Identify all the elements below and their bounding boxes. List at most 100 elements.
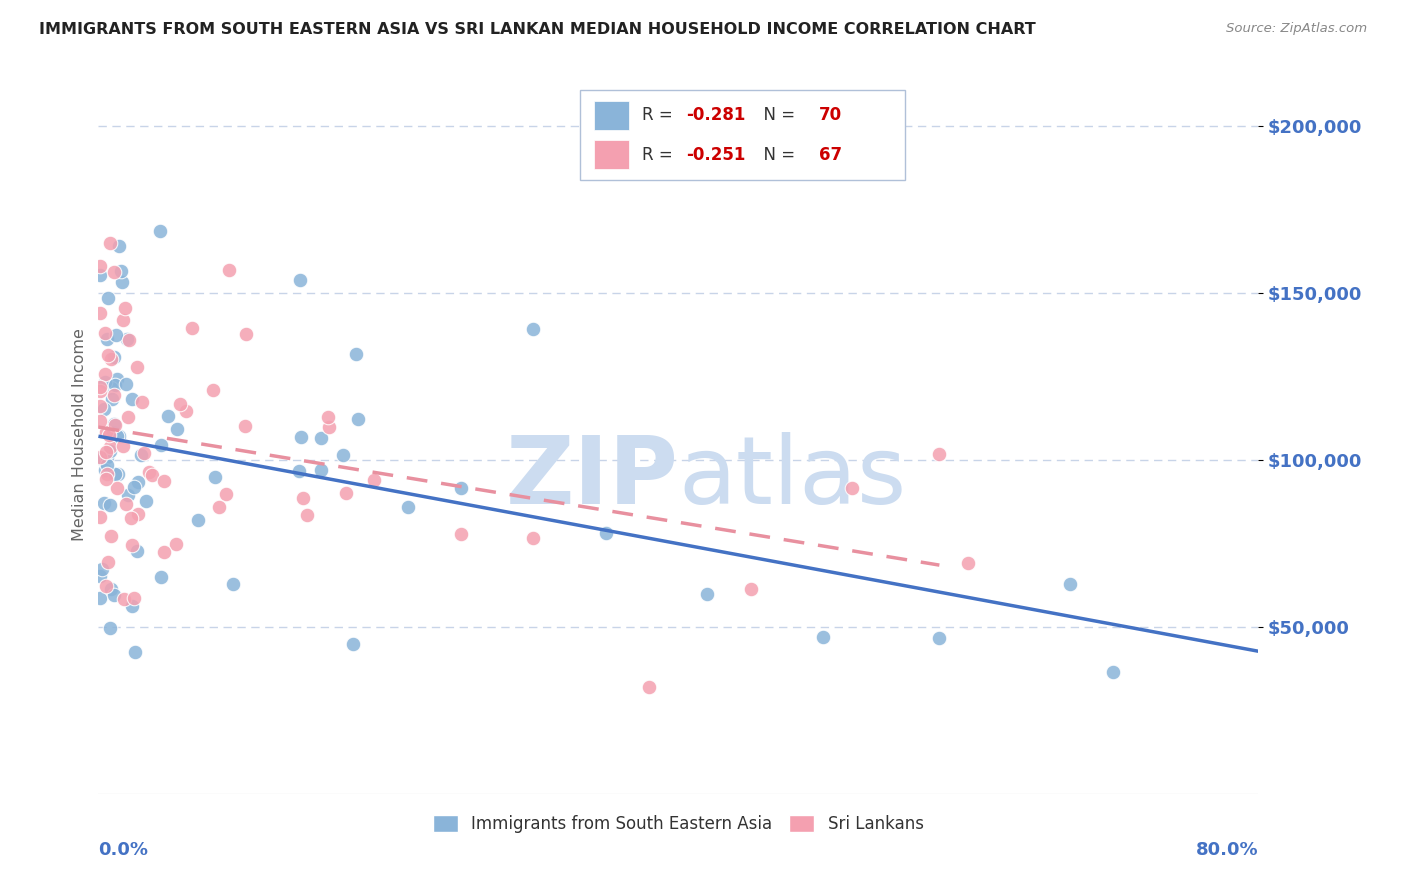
Point: [94, 326, 117, 340]
Point: [114, 301, 136, 315]
Point: [165, 537, 187, 551]
Point: [813, 630, 835, 644]
Point: [122, 480, 145, 494]
Point: [89, 450, 111, 465]
Point: [105, 372, 128, 386]
Point: [309, 431, 332, 445]
Text: -0.281: -0.281: [686, 106, 747, 124]
Point: [124, 645, 146, 659]
Point: [344, 347, 367, 361]
Point: [105, 481, 128, 495]
Text: ZIP: ZIP: [506, 432, 678, 524]
Point: [107, 428, 129, 442]
Point: [287, 464, 309, 478]
Legend: Immigrants from South Eastern Asia, Sri Lankans: Immigrants from South Eastern Asia, Sri …: [426, 808, 931, 839]
Text: -0.251: -0.251: [686, 145, 747, 164]
Point: [104, 378, 127, 392]
Text: R =: R =: [643, 145, 679, 164]
Text: 80.0%: 80.0%: [1195, 840, 1258, 859]
Point: [207, 500, 229, 514]
Point: [396, 500, 419, 514]
Point: [129, 448, 152, 462]
Point: [522, 322, 544, 336]
Point: [89, 399, 111, 413]
Point: [121, 392, 143, 407]
Point: [121, 538, 143, 552]
Point: [127, 475, 149, 489]
Point: [89, 510, 111, 524]
Text: 0.0%: 0.0%: [98, 840, 149, 859]
Point: [1102, 665, 1125, 679]
Point: [118, 334, 141, 348]
Point: [522, 531, 544, 545]
Point: [101, 392, 124, 406]
Point: [96, 458, 118, 472]
Point: [290, 430, 312, 444]
Point: [100, 380, 122, 394]
FancyBboxPatch shape: [593, 140, 628, 169]
Point: [928, 447, 950, 461]
Point: [696, 586, 718, 600]
Point: [93, 375, 115, 389]
Point: [347, 412, 370, 426]
Point: [93, 496, 115, 510]
Point: [152, 545, 174, 559]
Point: [112, 592, 135, 607]
Point: [94, 472, 117, 486]
Point: [103, 588, 125, 602]
Point: [127, 508, 149, 522]
Y-axis label: Median Household Income: Median Household Income: [72, 328, 87, 541]
Point: [1059, 577, 1081, 591]
Point: [97, 428, 120, 442]
Point: [96, 450, 118, 464]
Point: [89, 305, 111, 319]
Point: [450, 527, 472, 541]
Point: [117, 488, 139, 502]
Point: [89, 569, 111, 583]
Text: 70: 70: [818, 106, 842, 124]
Point: [342, 637, 364, 651]
Text: N =: N =: [752, 145, 800, 164]
Point: [107, 467, 129, 481]
Point: [98, 440, 121, 454]
Point: [115, 498, 138, 512]
Point: [187, 512, 209, 526]
Point: [740, 582, 762, 597]
Text: R =: R =: [643, 106, 679, 124]
Point: [117, 409, 139, 424]
Point: [153, 474, 176, 488]
Point: [316, 409, 339, 424]
Point: [105, 328, 128, 343]
Point: [89, 384, 111, 398]
Point: [103, 265, 125, 279]
Point: [89, 268, 111, 283]
Point: [335, 486, 357, 500]
Point: [957, 556, 980, 570]
Point: [89, 450, 111, 464]
Point: [125, 543, 148, 558]
Point: [97, 555, 120, 569]
Point: [233, 419, 256, 434]
Point: [201, 383, 224, 397]
Point: [841, 481, 863, 495]
Point: [94, 425, 117, 440]
Point: [131, 395, 153, 409]
Point: [110, 264, 132, 278]
FancyBboxPatch shape: [579, 90, 904, 180]
Point: [97, 348, 120, 362]
Point: [94, 367, 117, 381]
Point: [176, 404, 198, 418]
Point: [309, 463, 332, 477]
Point: [104, 467, 127, 482]
Point: [104, 417, 127, 432]
Point: [97, 291, 120, 305]
Point: [111, 439, 134, 453]
Point: [288, 273, 311, 287]
Point: [96, 467, 118, 481]
Point: [135, 494, 157, 508]
FancyBboxPatch shape: [593, 101, 628, 129]
Text: 67: 67: [818, 145, 842, 164]
Point: [100, 582, 122, 596]
Point: [98, 236, 121, 251]
Point: [111, 275, 134, 289]
